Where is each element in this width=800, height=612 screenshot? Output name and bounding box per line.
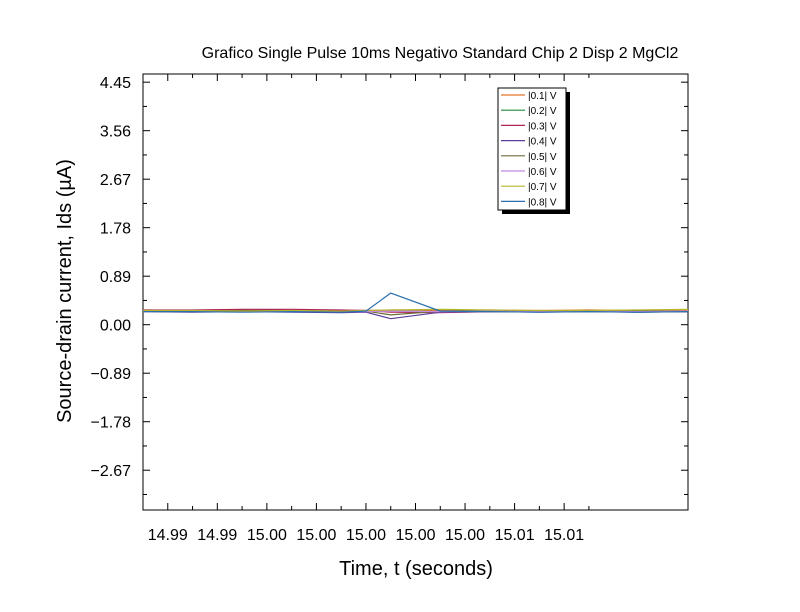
legend-box bbox=[497, 87, 567, 211]
series-layer bbox=[142, 292, 689, 320]
legend-label: |0.4| V bbox=[528, 137, 557, 148]
legend: |0.1| V |0.2| V |0.3| V |0.4| V |0.5| V |0.6|… bbox=[497, 87, 570, 214]
x-tick-label: 15.01 bbox=[495, 527, 535, 544]
x-tick-label: 15.00 bbox=[247, 527, 287, 544]
x-axis-label: Time, t (seconds) bbox=[339, 558, 493, 580]
legend-label: |0.1| V bbox=[528, 91, 557, 102]
series-line bbox=[143, 308, 689, 312]
x-tick-label: 15.00 bbox=[445, 527, 485, 544]
legend-label: |0.7| V bbox=[528, 182, 557, 193]
y-tick-label: 4.45 bbox=[100, 75, 131, 92]
y-tick-label: 3.56 bbox=[100, 124, 131, 141]
y-tick-label: 0.00 bbox=[100, 318, 131, 335]
y-tick-label: 1.78 bbox=[100, 221, 131, 238]
x-tick-label: 15.00 bbox=[346, 527, 386, 544]
chart-title: Grafico Single Pulse 10ms Negativo Stand… bbox=[202, 45, 679, 62]
x-tick-label: 14.99 bbox=[148, 527, 188, 544]
legend-label: |0.3| V bbox=[528, 121, 557, 132]
legend-label: |0.8| V bbox=[528, 197, 557, 208]
y-tick-label: 0.89 bbox=[100, 269, 131, 286]
y-axis-label: Source-drain current, Ids (µA) bbox=[54, 159, 76, 423]
x-tick-label: 15.00 bbox=[395, 527, 435, 544]
legend-label: |0.5| V bbox=[528, 152, 557, 163]
legend-label: |0.6| V bbox=[528, 167, 557, 178]
y-tick-label: −0.89 bbox=[91, 366, 132, 383]
x-tick-label: 15.00 bbox=[296, 527, 336, 544]
y-tick-label: −2.67 bbox=[91, 463, 132, 480]
legend-label: |0.2| V bbox=[528, 106, 557, 117]
y-tick-label: 2.67 bbox=[100, 172, 131, 189]
plot-frame bbox=[142, 73, 689, 511]
series-line bbox=[143, 292, 689, 313]
axes-layer: 14.99 14.99 15.00 15.00 15.00 15.00 15.00 15.01… bbox=[91, 74, 688, 544]
y-tick-label: −1.78 bbox=[91, 415, 132, 432]
x-tick-label: 15.01 bbox=[544, 527, 584, 544]
x-tick-label: 14.99 bbox=[197, 527, 237, 544]
